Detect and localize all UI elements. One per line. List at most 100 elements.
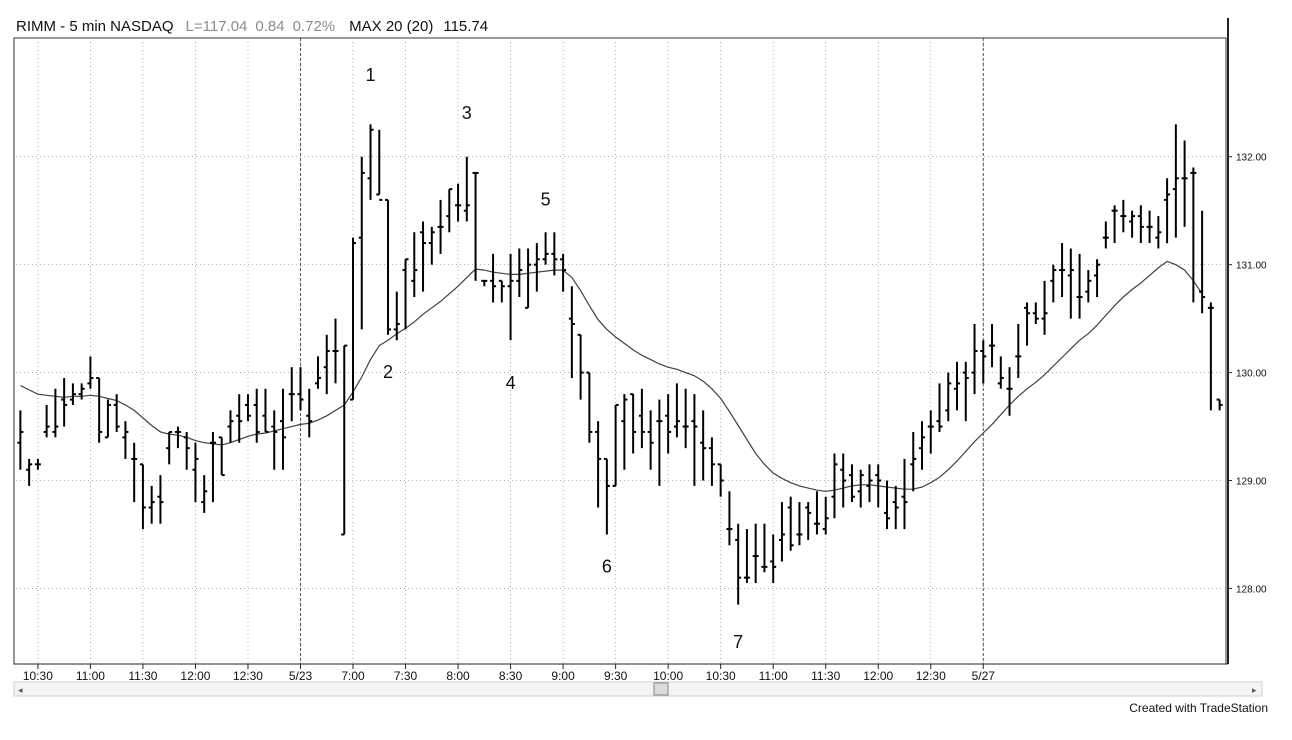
ohlc-bar <box>533 243 540 292</box>
ohlc-bar <box>875 464 882 508</box>
ohlc-bar <box>131 442 138 503</box>
x-tick-label: 12:30 <box>916 669 946 683</box>
horizontal-scrollbar[interactable]: ◂ ▸ <box>13 681 1263 697</box>
ohlc-bar <box>17 410 24 470</box>
ohlc-bar <box>227 410 234 443</box>
ohlc-bar <box>673 383 680 438</box>
ohlc-bar <box>936 383 943 432</box>
ohlc-bar <box>691 394 698 486</box>
y-tick-label: 129.00 <box>1236 477 1267 488</box>
ohlc-bar <box>568 286 575 378</box>
ohlc-bar <box>174 426 181 449</box>
ohlc-bar <box>402 258 409 330</box>
scroll-right-arrow-icon[interactable]: ▸ <box>1252 685 1257 695</box>
ohlc-bar <box>78 383 85 400</box>
ohlc-bar <box>577 333 584 400</box>
ohlc-bar <box>1172 124 1179 238</box>
ohlc-bar <box>1120 199 1127 233</box>
ohlc-bar <box>1111 205 1118 244</box>
ohlc-bar <box>1155 216 1162 249</box>
ohlc-bar <box>26 458 33 486</box>
ohlc-bar <box>201 475 208 513</box>
ohlc-bar <box>43 404 50 438</box>
ohlc-bar <box>157 475 164 524</box>
ohlc-bar <box>1067 248 1074 319</box>
ohlc-bar <box>866 464 873 503</box>
indicator-label: MAX 20 (20) <box>349 18 433 35</box>
ohlc-bar <box>192 442 199 503</box>
ohlc-bar <box>113 394 120 432</box>
ohlc-bar <box>236 394 243 443</box>
symbol-label: RIMM - 5 min NASDAQ <box>16 18 174 35</box>
swing-label: 2 <box>383 362 393 382</box>
ohlc-bar <box>315 356 321 389</box>
ohlc-bar <box>603 457 610 535</box>
ohlc-bar <box>735 523 742 605</box>
ohlc-bar <box>148 485 155 524</box>
ohlc-bar <box>980 340 987 384</box>
ohlc-bar <box>761 523 768 573</box>
ohlc-bar <box>209 431 216 503</box>
change-label: 0.84 <box>255 18 284 35</box>
swing-label: 3 <box>462 103 472 123</box>
x-tick-label: 10:30 <box>23 669 53 683</box>
ohlc-bar <box>507 253 514 341</box>
ohlc-bar <box>463 156 470 222</box>
ohlc-bar <box>1137 205 1144 244</box>
scrollbar-thumb[interactable] <box>653 682 669 696</box>
ohlc-bar <box>139 463 146 530</box>
ohlc-bar <box>262 388 269 433</box>
swing-label: 7 <box>733 632 743 652</box>
scrollbar-track[interactable] <box>13 681 1263 697</box>
ohlc-bar <box>393 291 400 341</box>
swing-label: 1 <box>366 65 376 85</box>
ohlc-bar <box>1006 367 1013 416</box>
price-bars <box>17 124 1223 605</box>
ohlc-bar <box>1129 210 1136 238</box>
x-tick-label: 9:30 <box>604 669 628 683</box>
ohlc-bar <box>1085 270 1092 303</box>
ohlc-bar <box>341 344 348 536</box>
ohlc-bar <box>1050 264 1057 303</box>
x-tick-label: 11:00 <box>76 669 105 683</box>
ohlc-bar <box>306 388 313 438</box>
ohlc-bar <box>122 421 129 459</box>
grid <box>16 38 1224 664</box>
x-tick-label: 7:30 <box>394 669 418 683</box>
ohlc-bar <box>1146 210 1153 244</box>
y-tick-label: 132.00 <box>1236 153 1267 164</box>
ohlc-bar <box>428 226 435 265</box>
ohlc-bar <box>883 480 890 530</box>
ohlc-bar <box>244 394 251 422</box>
time-axis: 10:30 11:00 11:30 12:00 12:30 5/23 7:00 7:30 8:0… <box>23 664 995 683</box>
ohlc-bar <box>927 410 934 454</box>
ohlc-bar <box>34 458 41 470</box>
ohlc-bar <box>61 377 68 427</box>
ohlc-bar <box>87 356 94 389</box>
ohlc-bar <box>700 410 707 481</box>
x-tick-label: 11:30 <box>811 669 840 683</box>
y-tick-label: 130.00 <box>1236 369 1267 380</box>
x-tick-label: 11:00 <box>759 669 788 683</box>
ohlc-bar <box>166 430 173 465</box>
ohlc-bar <box>96 376 103 443</box>
ohlc-bar <box>796 502 803 546</box>
ohlc-bar <box>1102 221 1109 249</box>
ohlc-bar <box>516 248 523 298</box>
annotations: 1 2 3 4 5 6 7 <box>366 65 744 652</box>
x-tick-label: 10:30 <box>706 669 736 683</box>
ohlc-bar <box>183 431 190 470</box>
x-tick-label: 5/23 <box>289 669 313 683</box>
ohlc-bar <box>857 469 864 508</box>
ohlc-bar <box>253 388 260 443</box>
scroll-left-arrow-icon[interactable]: ◂ <box>18 685 23 695</box>
ohlc-bar <box>323 334 330 395</box>
y-tick-label: 131.00 <box>1236 261 1267 272</box>
ohlc-bar <box>437 199 444 254</box>
ohlc-bar <box>1076 253 1083 319</box>
ohlc-bar <box>822 496 829 535</box>
moving-average <box>20 260 1203 492</box>
ohlc-bar <box>997 356 1004 389</box>
ohlc-bar <box>498 279 505 303</box>
